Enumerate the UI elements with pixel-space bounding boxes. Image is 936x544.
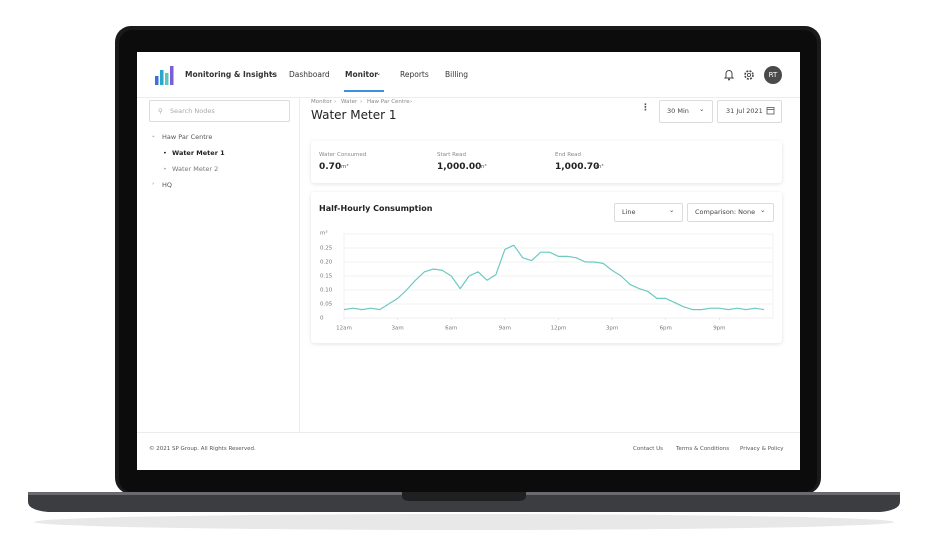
breadcrumb[interactable]: Monitor xyxy=(311,99,332,105)
chart-title: Half-Hourly Consumption xyxy=(319,204,433,213)
header-divider xyxy=(137,97,800,98)
x-tick-label: 9pm xyxy=(713,326,725,332)
page-title: Water Meter 1 xyxy=(311,108,397,122)
chevron: ⌄ xyxy=(270,70,276,77)
x-tick-label: 6am xyxy=(445,326,457,332)
stat-label: Start Read xyxy=(437,152,467,158)
nav-link[interactable]: Billing xyxy=(445,70,468,79)
search-placeholder: Search Nodes xyxy=(170,107,215,115)
tree-item[interactable]: Water Meter 1 xyxy=(172,149,225,157)
breadcrumb[interactable]: Water xyxy=(341,99,358,105)
stat-unit: m³ xyxy=(479,164,487,170)
chart-type-value: Line xyxy=(622,208,636,216)
stat-label: Water Consumed xyxy=(319,152,367,158)
nav-link[interactable]: Dashboard xyxy=(289,70,330,79)
chevron: ⌄ xyxy=(699,105,705,113)
nav-link[interactable]: Reports xyxy=(400,70,429,79)
x-tick-label: 3am xyxy=(392,326,404,332)
x-tick-label: 3pm xyxy=(606,326,618,332)
comparison-select[interactable] xyxy=(687,203,774,222)
interval-select[interactable] xyxy=(659,100,713,123)
chevron: ⌄ xyxy=(760,206,766,214)
bell-icon[interactable] xyxy=(723,68,735,81)
stat-unit: m³ xyxy=(341,164,349,170)
chevron: ⌄ xyxy=(376,70,382,77)
date-picker[interactable] xyxy=(717,100,782,123)
chart-type-select[interactable] xyxy=(614,203,683,222)
footer-divider xyxy=(137,432,800,433)
stat-value: 1,000.00 xyxy=(437,162,482,172)
x-tick-label: 12pm xyxy=(551,326,567,332)
active-indicator xyxy=(344,90,384,92)
tree-item[interactable]: Haw Par Centre xyxy=(162,133,213,141)
stat-label: End Read xyxy=(555,152,582,158)
copyright: © 2021 SP Group. All Rights Reserved. xyxy=(149,446,256,452)
y-tick-label: 0.25 xyxy=(320,246,333,252)
nav-link[interactable]: Monitor xyxy=(345,70,378,79)
data-line xyxy=(343,244,765,311)
footer-link[interactable]: Privacy & Policy xyxy=(740,446,784,452)
avatar[interactable]: RT xyxy=(764,66,782,84)
tree-toggle: ⌄ xyxy=(151,133,156,139)
x-tick-label: 6pm xyxy=(660,326,672,332)
search-icon: ⚲ xyxy=(158,107,163,115)
breadcrumb-sep: › xyxy=(334,99,337,105)
breadcrumb-sep: › xyxy=(410,99,413,105)
tree-bullet: • xyxy=(163,165,167,173)
logo xyxy=(155,66,174,85)
calendar-icon xyxy=(766,107,775,115)
footer-link[interactable]: Terms & Conditions xyxy=(676,446,730,452)
stat-value: 0.70 xyxy=(319,162,342,172)
settings-icon[interactable] xyxy=(743,69,755,81)
date-value: 31 Jul 2021 xyxy=(726,107,763,115)
tree-item[interactable]: Water Meter 2 xyxy=(172,165,219,173)
footer-link[interactable]: Contact Us xyxy=(633,446,664,452)
tree-item[interactable]: HQ xyxy=(162,181,173,189)
chevron: ⌄ xyxy=(669,206,675,214)
tree-toggle: › xyxy=(152,181,155,187)
y-tick-label: 0.15 xyxy=(320,274,333,280)
stat-unit: m³ xyxy=(596,164,604,170)
tree-bullet: • xyxy=(163,149,167,157)
app-menu[interactable]: Monitoring & Insights xyxy=(185,70,277,79)
breadcrumb-sep: › xyxy=(360,99,363,105)
x-tick-label: 12am xyxy=(336,326,352,332)
y-tick-label: 0.20 xyxy=(320,260,333,266)
interval-value: 30 Min xyxy=(667,107,689,115)
breadcrumb[interactable]: Haw Par Centre xyxy=(367,99,410,105)
sidebar-divider xyxy=(299,98,300,432)
y-axis-label: m³ xyxy=(320,230,328,237)
y-tick-label: 0 xyxy=(320,316,324,322)
comparison-value: Comparison: None xyxy=(695,208,756,216)
x-tick-label: 9am xyxy=(499,326,511,332)
stat-value: 1,000.70 xyxy=(555,162,600,172)
y-tick-label: 0.10 xyxy=(320,288,333,294)
y-tick-label: 0.05 xyxy=(320,302,333,308)
stats-card xyxy=(311,141,782,183)
search-box[interactable] xyxy=(149,100,290,122)
more-menu[interactable]: ⋮ xyxy=(641,103,650,113)
